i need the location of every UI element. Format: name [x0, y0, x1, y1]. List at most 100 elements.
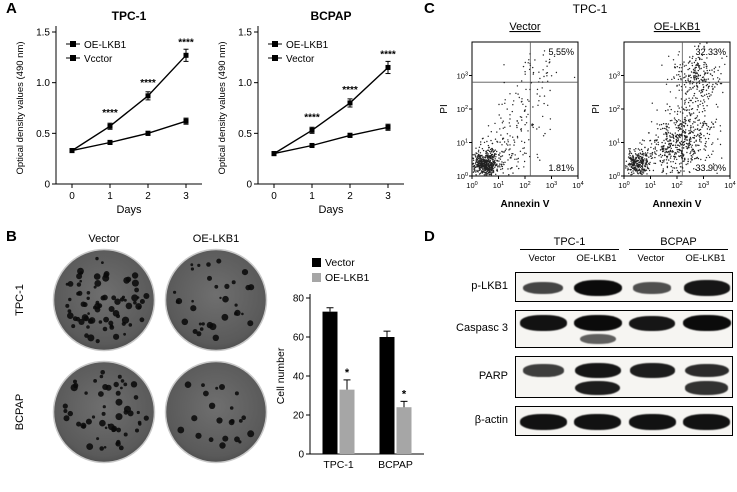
cell-dot: [683, 121, 685, 124]
cell-dot: [491, 142, 494, 145]
cell-dot: [478, 146, 481, 148]
y-tick-label: 60: [293, 333, 305, 344]
cell-dot: [537, 156, 539, 159]
cell-dot: [715, 103, 718, 106]
colony-dot: [111, 428, 116, 433]
cell-dot: [644, 158, 646, 160]
cell-dot: [666, 137, 668, 140]
cell-dot: [668, 55, 670, 57]
cell-dot: [703, 64, 705, 66]
cell-dot: [680, 128, 682, 130]
cell-dot: [630, 152, 633, 155]
cell-dot: [656, 150, 658, 152]
data-marker: [107, 139, 113, 145]
colony-dot: [190, 305, 197, 312]
log-tick-label: 102: [519, 181, 530, 190]
cell-dot: [485, 174, 487, 176]
cell-dot: [687, 79, 689, 82]
x-tick-label: 3: [183, 191, 189, 202]
series-line-OE-LKB1: [71, 120, 187, 152]
blot-lane-label-2: Vector: [637, 253, 665, 264]
colony-dot: [131, 294, 139, 302]
significance-marker: *: [345, 367, 350, 379]
cell-dot: [717, 80, 720, 82]
cell-dot: [685, 129, 687, 131]
cell-dot: [666, 132, 668, 134]
data-marker: [347, 132, 353, 138]
cell-dot: [711, 85, 713, 88]
cell-dot: [669, 153, 671, 155]
colony-dot: [114, 298, 121, 305]
cell-dot: [525, 122, 528, 124]
cell-dot: [525, 152, 527, 155]
cell-dot: [483, 171, 486, 173]
protein-band: [523, 282, 564, 294]
cell-dot: [682, 155, 684, 157]
cell-dot: [528, 59, 530, 61]
cell-dot: [657, 136, 659, 138]
x-axis-label: Days: [116, 204, 142, 216]
cell-dot: [539, 95, 541, 97]
colony-dot: [108, 306, 115, 312]
cell-dot: [488, 150, 491, 153]
colony-dot: [134, 287, 139, 293]
colony-dot: [71, 324, 76, 329]
cell-dot: [642, 165, 644, 167]
cell-dot: [703, 48, 706, 50]
cell-dot: [692, 112, 695, 114]
colony-dot: [87, 312, 90, 315]
x-tick-label: BCPAP: [378, 459, 413, 471]
cell-dot: [688, 133, 690, 135]
cell-dot: [698, 75, 700, 77]
cell-dot: [477, 164, 479, 166]
cell-dot: [703, 45, 705, 48]
cell-dot: [528, 139, 530, 141]
cell-dot: [709, 127, 711, 129]
cell-dot: [486, 153, 488, 155]
cell-dot: [483, 156, 485, 158]
cell-dot: [509, 135, 511, 137]
cell-dot: [677, 105, 679, 107]
cell-dot: [713, 126, 715, 128]
cell-dot: [524, 61, 526, 64]
cell-dot: [677, 135, 680, 137]
cell-dot: [523, 160, 526, 163]
cell-dot: [706, 124, 708, 127]
colony-dot: [221, 313, 229, 321]
cell-dot: [717, 106, 719, 108]
cell-dot: [663, 159, 665, 161]
protein-band: [683, 414, 731, 430]
cell-dot: [687, 62, 690, 64]
cell-dot: [698, 129, 700, 131]
cell-dot: [682, 63, 684, 65]
cell-dot: [483, 163, 486, 165]
cell-dot: [669, 120, 672, 122]
cell-dot: [479, 152, 482, 154]
cell-dot: [666, 135, 668, 138]
cell-dot: [650, 146, 652, 149]
cell-dot: [624, 165, 627, 167]
cell-dot: [663, 127, 665, 130]
blot-strip-3: [515, 406, 733, 436]
cell-dot: [698, 81, 700, 83]
cell-dot: [698, 111, 700, 114]
cell-dot: [636, 154, 639, 156]
cell-dot: [475, 160, 477, 162]
cell-dot: [660, 164, 663, 166]
growth-curve-chart-tpc1: TPC-1 Optical density values (490 nm) Days…: [15, 9, 202, 216]
cell-dot: [704, 142, 707, 145]
cell-dot: [481, 161, 483, 163]
cell-dot: [502, 172, 504, 174]
significance-marker: ****: [304, 112, 320, 123]
y-tick-label: 1.0: [238, 78, 252, 89]
cell-dot: [706, 128, 709, 130]
cell-dot: [714, 86, 716, 88]
cell-dot: [704, 159, 707, 161]
cell-dot: [693, 77, 695, 79]
colony-dot: [115, 441, 121, 447]
cell-dot: [631, 166, 633, 169]
y-tick-label: 0: [298, 450, 304, 461]
colony-dot: [116, 427, 121, 433]
cell-dot: [703, 61, 705, 64]
cell-dot: [628, 148, 630, 150]
